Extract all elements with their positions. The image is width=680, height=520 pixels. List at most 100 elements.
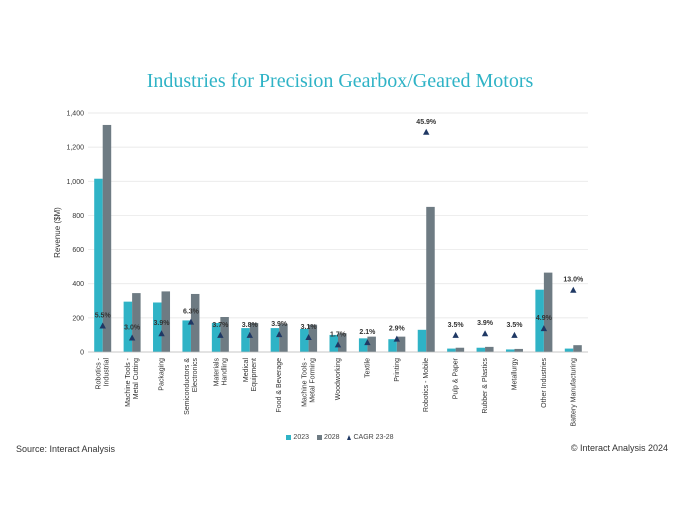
x-tick-label: Robotics - Mobile <box>423 358 430 412</box>
cagr-marker <box>99 322 106 329</box>
cagr-marker <box>481 330 489 337</box>
bar-2023 <box>447 348 456 352</box>
bar-2028 <box>367 336 376 352</box>
bar-2028 <box>279 323 288 352</box>
bar-2023 <box>564 348 574 352</box>
x-tick-label-line: Metallurgy <box>511 358 518 391</box>
bar-2028 <box>338 333 347 352</box>
x-tick-label: Machine Tools -Metal Forming <box>302 357 317 407</box>
cagr-marker <box>305 333 312 340</box>
bar-2023 <box>241 328 250 352</box>
y-tick-label: 600 <box>72 247 84 254</box>
bar-2023 <box>476 347 486 352</box>
x-tick-label-line: Semiconductors & <box>184 358 191 415</box>
y-tick-label: 0 <box>80 350 84 357</box>
y-tick-label: 1,000 <box>66 179 84 186</box>
x-tick-label-line: Metal Forming <box>310 358 317 403</box>
triangle-icon <box>347 434 352 440</box>
cagr-marker <box>423 128 430 135</box>
x-tick-label: Packaging <box>159 358 166 391</box>
cagr-label: 3.8% <box>242 322 259 329</box>
cagr-label: 3.5% <box>506 322 523 329</box>
x-tick-label: Semiconductors &Electronics <box>184 358 199 415</box>
cagr-label: 2.9% <box>389 326 406 333</box>
cagr-label: 3.9% <box>477 320 494 327</box>
legend-item-2028[interactable]: 2028 <box>316 434 340 441</box>
cagr-markers: 5.5% 3.0% 3.9% 6.3% 3.7% 3.8% 3.9% 3.1% 1.7% 2.1%… <box>95 119 584 348</box>
legend: 2023 2028 CAGR 23-28 <box>0 434 680 441</box>
x-axis: Robotics -Industrial Machine Tools -Metal… <box>88 351 588 427</box>
x-tick-label-line: Medical <box>243 358 250 383</box>
legend-item-cagr[interactable]: CAGR 23-28 <box>347 434 394 441</box>
bar-2023 <box>417 329 427 352</box>
cagr-marker <box>158 330 165 337</box>
x-tick-label-line: Battery Manufacturing <box>570 358 577 427</box>
legend-label: 2023 <box>293 434 309 441</box>
cagr-marker <box>187 318 195 325</box>
cagr-marker <box>452 331 459 338</box>
x-tick-label-line: Materials <box>213 358 220 387</box>
bar-2028 <box>543 272 553 352</box>
x-tick-label-line: Electronics <box>192 358 199 393</box>
bar-2028 <box>308 324 318 352</box>
bar-2028 <box>132 293 141 352</box>
cagr-marker <box>511 331 518 338</box>
bar-2028 <box>220 317 229 352</box>
x-tick-label: Woodworking <box>335 358 342 400</box>
bar-2023 <box>300 328 309 352</box>
bar-2028 <box>514 348 523 352</box>
x-tick-label-line: Industrial <box>104 358 111 387</box>
cagr-label: 3.0% <box>124 324 141 331</box>
x-tick-label-line: Robotics - Mobile <box>423 358 430 412</box>
x-tick-label-line: Equipment <box>251 358 258 392</box>
cagr-label: 6.3% <box>183 309 200 316</box>
cagr-label: 2.1% <box>359 329 376 336</box>
bar-2023 <box>211 322 221 352</box>
bar-2023 <box>535 289 544 352</box>
legend-label: CAGR 23-28 <box>353 434 394 441</box>
x-tick-label-line: Handling <box>221 358 228 386</box>
bar-2028 <box>455 347 465 352</box>
source-note: Source: Interact Analysis <box>16 444 116 454</box>
cagr-marker <box>334 341 342 348</box>
x-tick-label-line: Rubber & Plastics <box>482 358 489 414</box>
cagr-marker <box>246 331 253 338</box>
bar-2023 <box>358 338 368 352</box>
x-tick-label-line: Machine Tools - <box>125 357 132 407</box>
chart-title: Industries for Precision Gearbox/Geared … <box>146 70 534 92</box>
bars <box>94 124 582 352</box>
bar-2023 <box>182 320 191 352</box>
x-tick-label: Textile <box>364 358 371 378</box>
x-tick-label-line: Printing <box>394 358 401 382</box>
x-tick-label: Robotics -Industrial <box>96 357 111 389</box>
cagr-label: 3.1% <box>301 324 318 331</box>
bar-2028 <box>573 345 582 352</box>
legend-label: 2028 <box>323 434 340 441</box>
bar-2028 <box>161 291 171 352</box>
legend-item-2023[interactable]: 2023 <box>286 434 309 441</box>
bar-2028 <box>102 124 112 352</box>
x-tick-label: MedicalEquipment <box>243 358 258 392</box>
y-tick-label: 800 <box>72 213 84 220</box>
cagr-label: 3.7% <box>212 322 229 329</box>
x-tick-label: Other Industries <box>541 358 548 408</box>
bar-2023 <box>153 302 162 352</box>
cagr-marker <box>364 339 371 346</box>
cagr-label: 45.9% <box>416 119 437 126</box>
x-tick-label-line: Packaging <box>159 358 166 391</box>
bar-2023 <box>505 349 515 352</box>
y-tick-label: 1,400 <box>66 111 84 118</box>
cagr-label: 3.5% <box>448 322 465 329</box>
y-axis: 0 200 400 600 800 1,000 1,200 1,400 Revenue ($M) <box>53 111 84 357</box>
cagr-marker <box>393 335 401 342</box>
cagr-marker <box>217 331 224 338</box>
bar-2028 <box>426 206 435 352</box>
copyright-note: © Interact Analysis 2024 <box>570 443 668 453</box>
bar-2028 <box>190 293 200 352</box>
cagr-label: 3.9% <box>271 321 288 328</box>
cagr-marker <box>540 325 548 332</box>
x-tick-label: Rubber & Plastics <box>482 358 489 414</box>
bar-2028 <box>485 346 494 352</box>
y-tick-label: 400 <box>72 281 84 288</box>
